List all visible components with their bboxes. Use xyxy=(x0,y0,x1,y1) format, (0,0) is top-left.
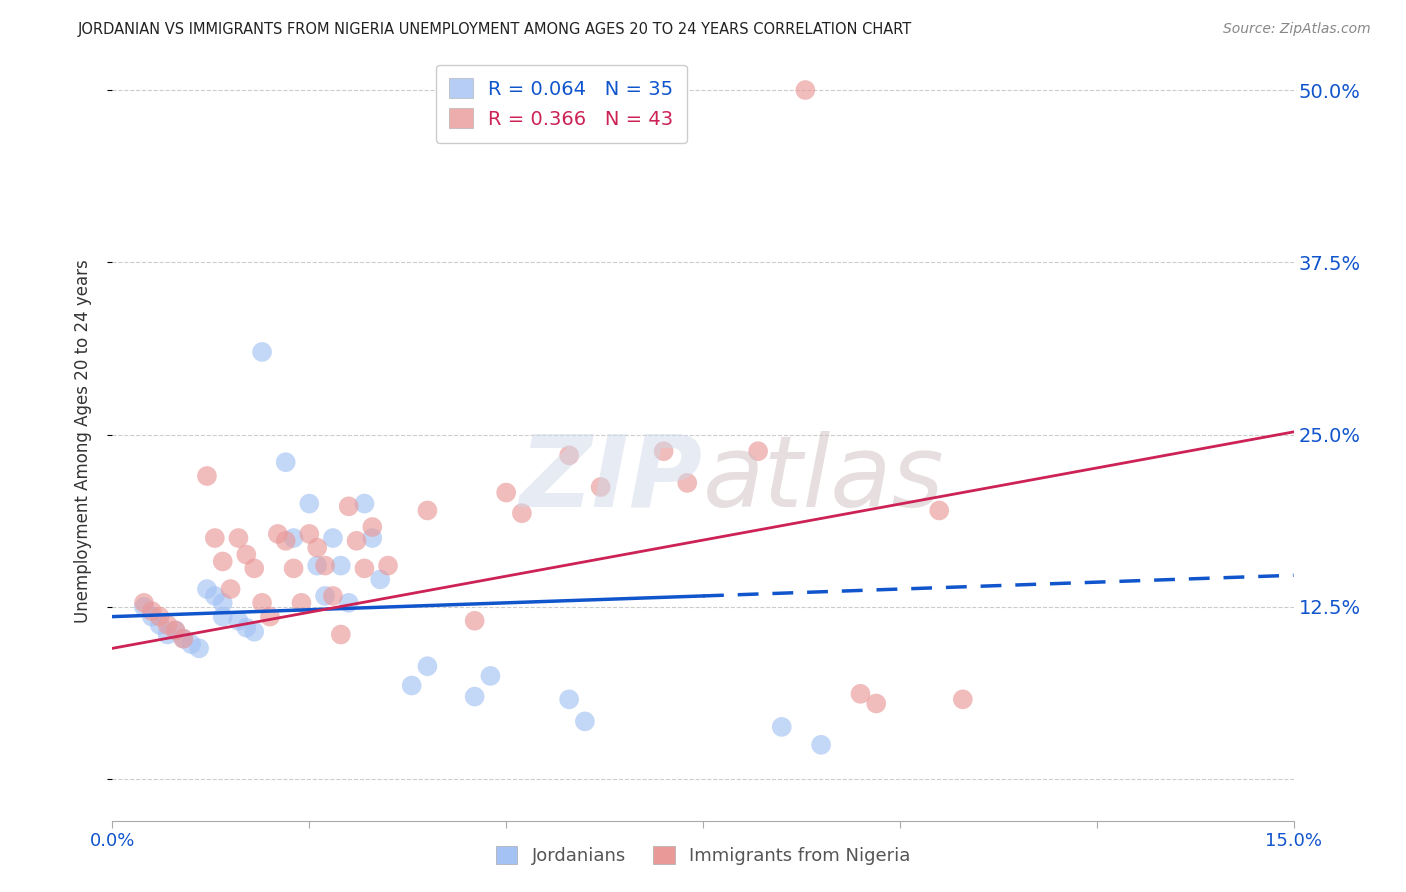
Point xyxy=(156,618,179,632)
Point xyxy=(259,609,281,624)
Point xyxy=(141,604,163,618)
Point xyxy=(361,531,384,545)
Point xyxy=(219,582,242,596)
Point xyxy=(307,558,329,573)
Point xyxy=(235,621,257,635)
Point xyxy=(149,609,172,624)
Point xyxy=(329,627,352,641)
Point xyxy=(283,561,305,575)
Point xyxy=(377,558,399,573)
Point xyxy=(652,444,675,458)
Point xyxy=(558,448,581,462)
Point xyxy=(510,506,533,520)
Point xyxy=(747,444,769,458)
Point xyxy=(810,738,832,752)
Point xyxy=(322,531,344,545)
Point xyxy=(132,596,155,610)
Point xyxy=(211,554,233,568)
Point xyxy=(479,669,502,683)
Legend: Jordanians, Immigrants from Nigeria: Jordanians, Immigrants from Nigeria xyxy=(486,837,920,874)
Point xyxy=(165,624,187,638)
Point xyxy=(211,609,233,624)
Text: atlas: atlas xyxy=(703,431,945,528)
Point xyxy=(283,531,305,545)
Point xyxy=(141,609,163,624)
Point xyxy=(770,720,793,734)
Point xyxy=(849,687,872,701)
Point xyxy=(589,480,612,494)
Point xyxy=(322,589,344,603)
Point xyxy=(188,641,211,656)
Point xyxy=(416,659,439,673)
Point xyxy=(274,455,297,469)
Text: ZIP: ZIP xyxy=(520,431,703,528)
Point xyxy=(346,533,368,548)
Point xyxy=(794,83,817,97)
Point xyxy=(307,541,329,555)
Y-axis label: Unemployment Among Ages 20 to 24 years: Unemployment Among Ages 20 to 24 years xyxy=(73,260,91,624)
Point xyxy=(495,485,517,500)
Point xyxy=(156,627,179,641)
Text: JORDANIAN VS IMMIGRANTS FROM NIGERIA UNEMPLOYMENT AMONG AGES 20 TO 24 YEARS CORR: JORDANIAN VS IMMIGRANTS FROM NIGERIA UNE… xyxy=(77,22,911,37)
Point xyxy=(132,599,155,614)
Point xyxy=(865,697,887,711)
Point xyxy=(416,503,439,517)
Point xyxy=(235,548,257,562)
Point xyxy=(464,614,486,628)
Point xyxy=(211,596,233,610)
Point xyxy=(676,475,699,490)
Point xyxy=(401,679,423,693)
Point xyxy=(952,692,974,706)
Point xyxy=(180,637,202,651)
Point xyxy=(298,497,321,511)
Point xyxy=(558,692,581,706)
Point xyxy=(574,714,596,729)
Point xyxy=(337,500,360,514)
Point xyxy=(353,497,375,511)
Point xyxy=(228,531,250,545)
Point xyxy=(329,558,352,573)
Point xyxy=(250,596,273,610)
Legend: R = 0.064   N = 35, R = 0.366   N = 43: R = 0.064 N = 35, R = 0.366 N = 43 xyxy=(436,64,688,143)
Point xyxy=(368,573,391,587)
Text: Source: ZipAtlas.com: Source: ZipAtlas.com xyxy=(1223,22,1371,37)
Point xyxy=(195,582,218,596)
Point xyxy=(243,624,266,639)
Point xyxy=(353,561,375,575)
Point xyxy=(243,561,266,575)
Point xyxy=(337,596,360,610)
Point xyxy=(464,690,486,704)
Point xyxy=(361,520,384,534)
Point xyxy=(267,527,290,541)
Point xyxy=(172,632,194,646)
Point xyxy=(204,531,226,545)
Point xyxy=(274,533,297,548)
Point xyxy=(314,589,336,603)
Point xyxy=(928,503,950,517)
Point xyxy=(204,589,226,603)
Point xyxy=(314,558,336,573)
Point xyxy=(195,469,218,483)
Point xyxy=(165,624,187,638)
Point xyxy=(172,632,194,646)
Point xyxy=(149,618,172,632)
Point xyxy=(250,345,273,359)
Point xyxy=(298,527,321,541)
Point xyxy=(228,614,250,628)
Point xyxy=(290,596,312,610)
